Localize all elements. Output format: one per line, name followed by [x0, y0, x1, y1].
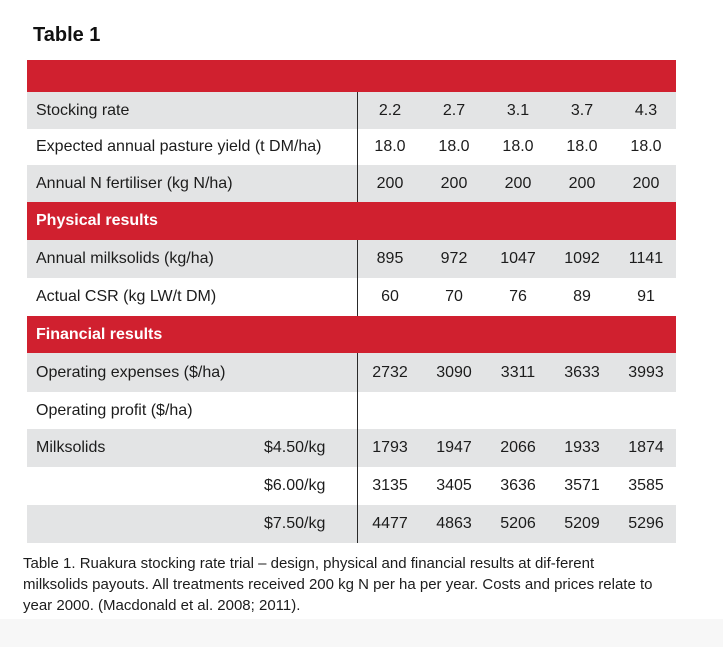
table-title: Table 1 — [33, 24, 101, 46]
table-caption: Table 1. Ruakura stocking rate trial – d… — [23, 555, 653, 614]
row-label — [27, 477, 264, 495]
cell: 3090 — [436, 363, 472, 381]
results-table: Stocking rate 2.2 2.7 3.1 3.7 4.3 Expect… — [27, 60, 676, 543]
column-divider — [357, 92, 358, 202]
cell: 200 — [376, 174, 404, 192]
section-header-physical: Physical results — [27, 202, 676, 240]
cell: 70 — [445, 288, 463, 305]
table-row: Expected annual pasture yield (t DM/ha) … — [27, 129, 676, 165]
table-row: Actual CSR (kg LW/t DM) 60 70 76 89 91 — [27, 278, 676, 316]
cell: 3571 — [564, 477, 600, 494]
cell: 1874 — [628, 439, 664, 456]
table-row: Operating profit ($/ha) — [27, 392, 676, 429]
cell: 200 — [440, 174, 468, 192]
row-label: Actual CSR (kg LW/t DM) — [36, 288, 217, 305]
table-row: Stocking rate 2.2 2.7 3.1 3.7 4.3 — [27, 92, 676, 129]
row-label — [27, 515, 264, 533]
row-label: Stocking rate — [36, 101, 130, 119]
cell: 1047 — [500, 250, 536, 267]
cell: 2.2 — [378, 101, 402, 119]
table-row: Annual N fertiliser (kg N/ha) 200 200 20… — [27, 165, 676, 202]
cell: 4.3 — [634, 101, 658, 119]
cell: 3135 — [372, 477, 408, 494]
cell: 18.0 — [374, 138, 406, 155]
table-row: Annual milksolids (kg/ha) 895 972 1047 1… — [27, 240, 676, 278]
cell: 18.0 — [566, 138, 598, 155]
cell: 89 — [573, 288, 591, 305]
cell: 3636 — [500, 477, 536, 494]
cell: 5209 — [564, 515, 600, 532]
row-label: Operating expenses ($/ha) — [36, 363, 226, 381]
cell: 18.0 — [502, 138, 534, 155]
cell: 5206 — [500, 515, 536, 532]
cell: 18.0 — [630, 138, 662, 155]
row-label: Annual N fertiliser (kg N/ha) — [36, 174, 233, 192]
table-header-band — [27, 60, 676, 92]
price-label: $4.50/kg — [264, 439, 326, 456]
row-label: Milksolids — [36, 439, 106, 456]
section-title: Financial results — [36, 325, 163, 343]
cell: 200 — [568, 174, 596, 192]
cell: 5296 — [628, 515, 664, 532]
section-title: Physical results — [36, 212, 158, 229]
cell: 91 — [637, 288, 655, 305]
cell: 3.1 — [506, 101, 530, 119]
row-label: Operating profit ($/ha) — [36, 401, 193, 419]
cell: 200 — [504, 174, 532, 192]
cell: 4863 — [436, 515, 472, 532]
cell: 1092 — [564, 250, 600, 267]
cell: 18.0 — [438, 138, 470, 155]
table-row: $7.50/kg 4477 4863 5206 5209 5296 — [27, 505, 676, 543]
column-divider — [357, 353, 358, 543]
cell: 3993 — [628, 363, 664, 381]
cell: 895 — [376, 250, 404, 267]
column-divider — [357, 240, 358, 316]
cell: 3633 — [564, 363, 600, 381]
cell: 2732 — [372, 363, 408, 381]
cell: 60 — [381, 288, 399, 305]
row-label: Expected annual pasture yield (t DM/ha) — [36, 138, 322, 155]
table-row: $6.00/kg 3135 3405 3636 3571 3585 — [27, 467, 676, 505]
cell: 76 — [509, 288, 527, 305]
cell: 200 — [632, 174, 660, 192]
cell: 3585 — [628, 477, 664, 494]
cell: 1947 — [436, 439, 472, 456]
cell: 1933 — [564, 439, 600, 456]
cell: 1141 — [628, 250, 664, 267]
cell: 3405 — [436, 477, 472, 494]
page-footer-band — [0, 619, 723, 647]
section-header-financial: Financial results — [27, 316, 676, 353]
cell: 3.7 — [570, 101, 594, 119]
table-row: Milksolids $4.50/kg 1793 1947 2066 1933 … — [27, 429, 676, 467]
cell: 2.7 — [442, 101, 466, 119]
table-row: Operating expenses ($/ha) 2732 3090 3311… — [27, 353, 676, 392]
cell: 3311 — [500, 363, 536, 381]
cell: 2066 — [500, 439, 536, 456]
cell: 1793 — [372, 439, 408, 456]
row-label: Annual milksolids (kg/ha) — [36, 250, 214, 267]
cell: 4477 — [372, 515, 408, 532]
price-label: $7.50/kg — [264, 515, 326, 532]
cell: 972 — [440, 250, 468, 267]
price-label: $6.00/kg — [264, 477, 326, 494]
